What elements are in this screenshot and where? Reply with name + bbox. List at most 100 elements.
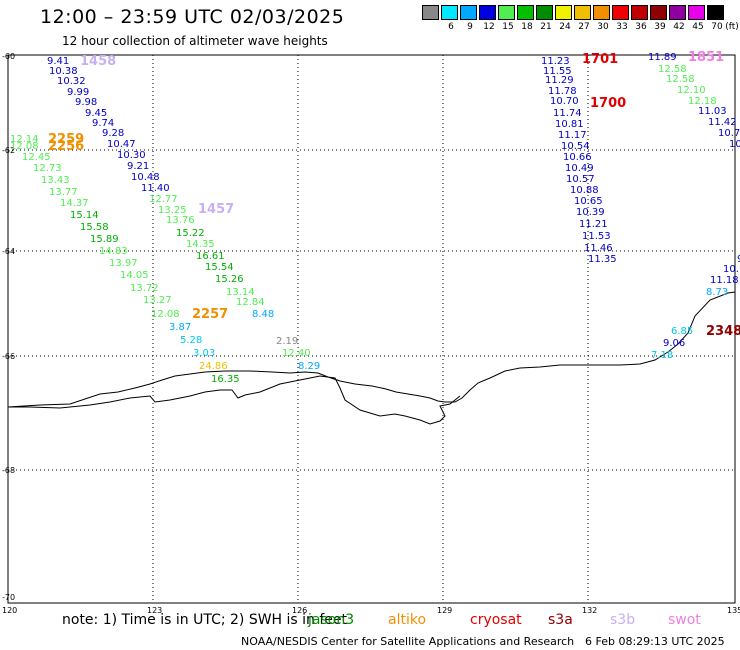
map-frame <box>7 54 736 604</box>
satellite-s3a: s3a <box>548 612 573 628</box>
legend-label: 21 <box>540 22 552 32</box>
lat-label: -66 <box>2 352 15 361</box>
wave-height-value: 14.35 <box>186 239 215 250</box>
wave-height-value: 11.74 <box>553 108 582 119</box>
wave-height-value: 8.48 <box>252 309 274 320</box>
lon-label: 135 <box>727 606 740 615</box>
wave-height-value: 2.19 <box>276 336 298 347</box>
wave-height-value: 9.98 <box>75 97 97 108</box>
legend-label: 33 <box>616 22 628 32</box>
legend-swatch <box>688 5 705 20</box>
wave-height-value: 11.29 <box>545 75 574 86</box>
lon-label: 129 <box>437 606 452 615</box>
satellite-cryosat: cryosat <box>470 612 522 628</box>
wave-height-value: 11.46 <box>584 243 613 254</box>
wave-height-value: 7.18 <box>651 350 673 361</box>
wave-height-value: 13.97 <box>109 258 138 269</box>
wave-height-value: 10.48 <box>131 172 160 183</box>
legend-label: 24 <box>559 22 571 32</box>
wave-height-value: 13.76 <box>166 215 195 226</box>
wave-height-value: 14.05 <box>120 270 149 281</box>
wave-height-value: 13.27 <box>143 295 172 306</box>
wave-height-value: 8.29 <box>298 361 320 372</box>
lon-label: 126 <box>292 606 307 615</box>
legend-swatch <box>460 5 477 20</box>
graticule <box>8 55 735 603</box>
legend-swatch <box>517 5 534 20</box>
wave-height-value: 10. <box>723 264 739 275</box>
wave-height-value: 15.89 <box>90 234 119 245</box>
lon-label: 120 <box>2 606 17 615</box>
legend-unit: (ft) <box>725 22 739 32</box>
wave-height-value: 10 <box>729 139 740 150</box>
legend-swatch <box>707 5 724 20</box>
legend-label: 70 <box>711 22 723 32</box>
wave-height-value: 10.39 <box>576 207 605 218</box>
pass-time-label: 1457 <box>198 202 234 217</box>
wave-height-value: 11.35 <box>588 254 617 265</box>
wave-height-value: 10.7 <box>718 128 740 139</box>
wave-height-value: 5.28 <box>180 335 202 346</box>
wave-height-value: 9.74 <box>92 118 114 129</box>
wave-height-value: 11.42 <box>708 117 737 128</box>
wave-height-value: 12.08 <box>10 141 39 152</box>
wave-height-value: 11.40 <box>141 183 170 194</box>
legend-label: 36 <box>635 22 647 32</box>
satellite-jason3: jason3 <box>308 612 355 628</box>
wave-height-value: 12.45 <box>22 152 51 163</box>
wave-height-value: 9.21 <box>127 161 149 172</box>
legend-label: 12 <box>483 22 495 32</box>
lat-label: -68 <box>2 466 15 475</box>
wave-height-value: 10.66 <box>563 152 592 163</box>
satellite-altiko: altiko <box>388 612 427 628</box>
lat-label: -62 <box>2 146 15 155</box>
wave-height-value: 10.65 <box>574 196 603 207</box>
antarctic-coastline <box>7 291 736 425</box>
legend-label: 30 <box>597 22 609 32</box>
wave-height-value: 15.14 <box>70 210 99 221</box>
wave-height-value: 11.89 <box>648 52 677 63</box>
map-subtitle: 12 hour collection of altimeter wave hei… <box>62 34 328 48</box>
wave-height-value: 15.26 <box>215 274 244 285</box>
legend-label: 45 <box>692 22 704 32</box>
wave-height-value: 11.55 <box>543 66 572 77</box>
track-1701: 11.2311.5511.2911.7810.7011.7410.8111.17… <box>541 52 618 265</box>
wave-height-value: 10.47 <box>107 139 136 150</box>
pass-time-label: 2256 <box>48 139 84 154</box>
wave-height-value: 9 <box>737 254 740 265</box>
lon-label: 123 <box>147 606 162 615</box>
wave-height-value: 10.30 <box>117 150 146 161</box>
pass-time-label: 2259 <box>48 132 84 147</box>
pass-time-label: 1851 <box>688 50 724 65</box>
wave-height-value: 9.28 <box>102 128 124 139</box>
legend-swatch <box>593 5 610 20</box>
legend-swatch <box>555 5 572 20</box>
wave-height-value: 13.25 <box>158 205 187 216</box>
wave-height-value: 9.06 <box>663 338 685 349</box>
satellite-swot: swot <box>668 612 701 628</box>
wave-height-value: 12.10 <box>677 85 706 96</box>
wave-height-value: 12.77 <box>149 194 178 205</box>
wave-height-value: 11.78 <box>548 86 577 97</box>
legend-label: 27 <box>578 22 590 32</box>
wave-height-value: 3.87 <box>169 322 191 333</box>
credit-text: NOAA/NESDIS Center for Satellite Applica… <box>241 635 575 648</box>
legend-swatch <box>498 5 515 20</box>
pass-time-label: 2257 <box>192 307 228 322</box>
wave-height-value: 13.77 <box>49 187 78 198</box>
legend-label: 15 <box>502 22 514 32</box>
wave-height-value: 9.99 <box>67 87 89 98</box>
wave-height-value: 14.83 <box>99 246 128 257</box>
legend-label: 6 <box>448 22 454 32</box>
wave-height-value: 15.58 <box>80 222 109 233</box>
wave-height-value: 11.17 <box>558 130 587 141</box>
wave-height-value: 12.58 <box>658 64 687 75</box>
legend-swatch <box>669 5 686 20</box>
wave-height-value: 13.72 <box>130 283 159 294</box>
wave-height-value: 6.85 <box>671 326 693 337</box>
wave-height-value: 24.86 <box>199 361 228 372</box>
track-1458: 9.4110.3810.329.999.989.459.749.2810.471… <box>47 54 187 216</box>
wave-height-value: 10.81 <box>555 119 584 130</box>
